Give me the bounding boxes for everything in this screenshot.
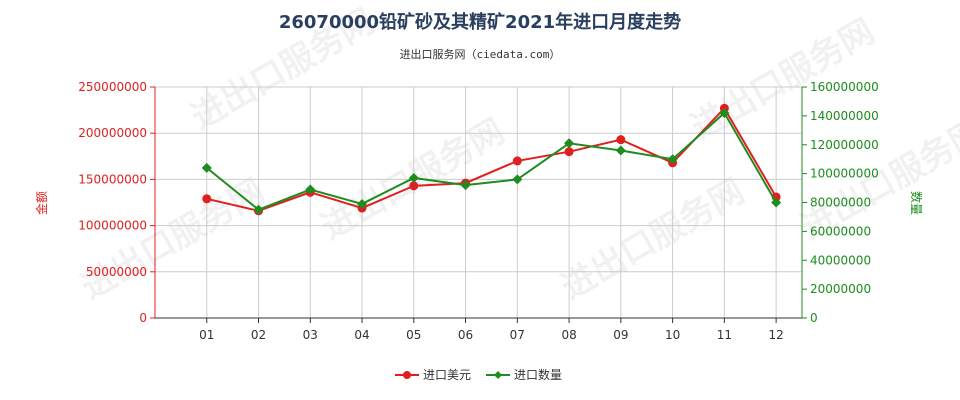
series-point-2 [564,138,575,149]
x-tick-label: 07 [510,328,525,342]
series-line-2 [206,111,777,211]
y-tick-label-right: 60000000 [810,224,871,238]
legend-swatch-marker [494,371,502,379]
legend: 进口美元 进口数量 [395,367,562,382]
x-tick-label: 11 [717,328,732,342]
y-tick-label-left: 0 [139,311,147,325]
x-tick-label: 01 [199,328,214,342]
y-tick-label-right: 20000000 [810,282,871,296]
x-tick-label: 12 [768,328,783,342]
y-tick-label-right: 140000000 [810,109,879,123]
legend-label: 进口数量 [514,367,562,382]
chart-subtitle: 进出口服务网（ciedata.com） [400,47,561,61]
watermark-text: 进出口服务网 [75,171,272,308]
y-tick-label-right: 120000000 [810,138,879,152]
series-point-2 [719,107,730,118]
series-point-1 [202,194,212,204]
y-tick-label-right: 40000000 [810,253,871,267]
legend-swatch-marker [403,371,411,379]
series-point-2 [667,154,678,165]
y-axis-label-left: 金额 [34,191,49,215]
axes [154,87,803,319]
x-tick-label: 04 [354,328,369,342]
series-layer [201,103,782,216]
y-tick-label-left: 50000000 [86,265,147,279]
x-tick-label: 08 [561,328,576,342]
x-tick-label: 06 [458,328,473,342]
series-point-2 [512,174,523,185]
series-point-2 [357,198,368,209]
series-point-1 [512,156,522,166]
y-tick-label-right: 0 [810,311,818,325]
series-point-2 [253,204,264,215]
series-point-2 [615,145,626,156]
series-point-2 [201,162,212,173]
series-point-1 [409,181,419,191]
y-tick-label-right: 160000000 [810,80,879,94]
y-tick-label-right: 100000000 [810,167,879,181]
y-tick-label-left: 150000000 [78,172,147,186]
y-axis-label-right: 数量 [909,191,924,215]
watermark-text: 进出口服务网 [555,171,752,308]
x-tick-label: 02 [251,328,266,342]
x-tick-label: 03 [303,328,318,342]
chart-title: 26070000铅矿砂及其精矿2021年进口月度走势 [279,11,681,33]
x-tick-label: 05 [406,328,421,342]
legend-label: 进口美元 [423,368,471,382]
x-tick-label: 10 [665,328,680,342]
series-point-2 [771,197,782,208]
x-tick-label: 09 [613,328,628,342]
series-point-2 [460,180,471,191]
series-point-2 [408,172,419,183]
series-point-2 [305,184,316,195]
tick-labels: 0500000001000000001500000002000000002500… [78,80,878,342]
y-tick-label-left: 100000000 [78,219,147,233]
y-tick-label-left: 200000000 [78,126,147,140]
series-line-1 [206,106,777,212]
y-tick-label-left: 250000000 [78,80,147,94]
series-point-1 [564,147,574,157]
y-tick-label-right: 80000000 [810,196,871,210]
series-point-1 [616,135,626,145]
